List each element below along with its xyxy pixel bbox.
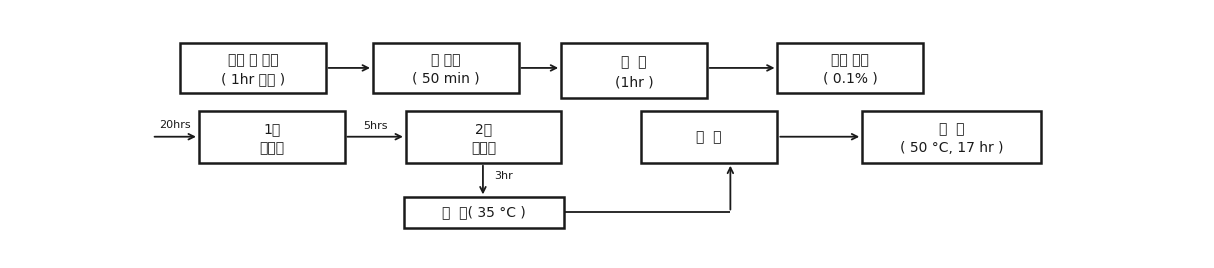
Bar xyxy=(561,43,707,98)
Text: 증  자: 증 자 xyxy=(622,55,647,69)
Text: 하  온( 35 °C ): 하 온( 35 °C ) xyxy=(442,205,526,219)
Text: 출  국: 출 국 xyxy=(697,130,722,144)
Text: ( 50 min ): ( 50 min ) xyxy=(412,72,480,86)
Text: 1차: 1차 xyxy=(263,122,280,136)
Text: 세미 및 수침: 세미 및 수침 xyxy=(227,54,278,68)
Bar xyxy=(180,43,325,93)
Bar xyxy=(373,43,518,93)
Text: 뒤집기: 뒤집기 xyxy=(471,141,497,155)
Text: ( 0.1% ): ( 0.1% ) xyxy=(823,72,878,86)
Bar xyxy=(777,43,924,93)
Text: 건  조: 건 조 xyxy=(938,122,964,136)
Bar xyxy=(641,111,777,163)
Text: 2차: 2차 xyxy=(475,122,492,136)
Text: 뒤집기: 뒤집기 xyxy=(259,141,284,155)
Text: ( 50 °C, 17 hr ): ( 50 °C, 17 hr ) xyxy=(900,141,1003,155)
Text: 3hr: 3hr xyxy=(494,171,514,181)
Text: 물 빼기: 물 빼기 xyxy=(431,54,460,68)
Text: ( 1hr 이상 ): ( 1hr 이상 ) xyxy=(221,72,285,86)
Bar xyxy=(199,111,345,163)
Bar xyxy=(405,111,561,163)
Bar xyxy=(862,111,1040,163)
Text: 5hrs: 5hrs xyxy=(363,121,387,131)
Text: (1hr ): (1hr ) xyxy=(614,76,653,90)
Bar xyxy=(404,197,563,228)
Text: 종균 접종: 종균 접종 xyxy=(832,54,869,68)
Text: 20hrs: 20hrs xyxy=(159,120,191,130)
